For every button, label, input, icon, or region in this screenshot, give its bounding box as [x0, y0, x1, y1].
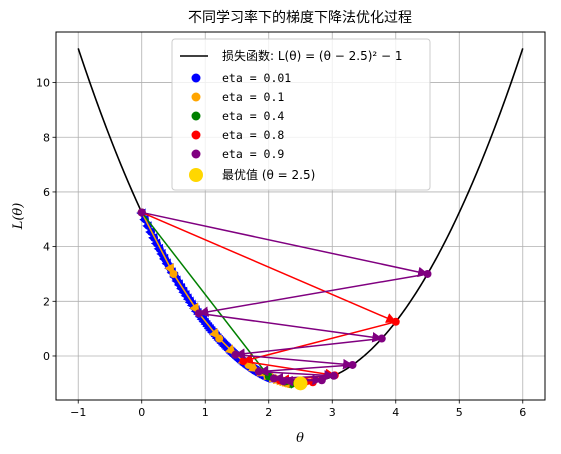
- plot-area: [77, 48, 524, 391]
- trajectory-arrow: [234, 337, 382, 359]
- trajectory-arrow: [141, 211, 270, 378]
- trajectory-point: [391, 317, 400, 326]
- series-eta-0-4: [137, 208, 305, 389]
- series-eta-0-9: [137, 208, 432, 387]
- legend-swatch: [191, 73, 201, 83]
- trajectory-point: [239, 357, 248, 366]
- trajectory-arrow: [141, 212, 175, 275]
- y-tick-label: 8: [43, 131, 50, 144]
- y-tick-label: 6: [43, 186, 50, 199]
- trajectory-arrow: [235, 353, 354, 370]
- trajectory-point: [329, 371, 338, 380]
- trajectory-point: [194, 309, 203, 318]
- y-axis-label: L(θ): [11, 203, 26, 231]
- axis-ticks: −1 0 1 2 3 4 5 6 0 2 4 6 8 10: [36, 77, 526, 419]
- legend-label: eta = 0.4: [222, 109, 284, 123]
- legend-label: eta = 0.01: [222, 71, 291, 85]
- y-tick-label: 0: [43, 350, 50, 363]
- trajectory-point: [215, 334, 224, 343]
- legend-label-loss: 损失函数: L(θ) = (θ − 2.5)² − 1: [222, 48, 403, 63]
- y-tick-label: 10: [36, 77, 50, 90]
- trajectory-point: [423, 269, 432, 278]
- legend-label: eta = 0.1: [222, 90, 284, 104]
- x-tick-label: −1: [70, 406, 86, 419]
- legend-label: eta = 0.9: [222, 147, 284, 161]
- trajectory-point: [279, 377, 288, 386]
- series-eta-0-1: [137, 208, 303, 389]
- x-tick-label: 0: [138, 406, 145, 419]
- trajectory-arrow: [257, 364, 353, 377]
- x-tick-label: 1: [202, 406, 209, 419]
- trajectory-point: [231, 350, 240, 359]
- legend-label-optimum: 最优值 (θ = 2.5): [222, 167, 315, 182]
- y-tick-label: 2: [43, 295, 50, 308]
- trajectory-point: [254, 367, 263, 376]
- optimum-marker: [293, 376, 308, 391]
- x-tick-label: 6: [519, 406, 526, 419]
- x-tick-label: 5: [456, 406, 463, 419]
- legend-swatch: [191, 130, 201, 140]
- legend-swatch-optimum: [189, 168, 203, 182]
- y-tick-label: 4: [43, 241, 50, 254]
- trajectory-point: [348, 360, 357, 369]
- trajectory-point: [169, 269, 178, 278]
- legend: 损失函数: L(θ) = (θ − 2.5)² − 1 eta = 0.01 eta…: [171, 38, 431, 191]
- trajectory-arrow: [243, 360, 336, 380]
- trajectory-arrow: [198, 312, 220, 340]
- x-tick-label: 2: [265, 406, 272, 419]
- trajectory-point: [137, 208, 146, 217]
- trajectory-arrow: [242, 321, 396, 364]
- plot-frame: [55, 31, 546, 401]
- trajectory-arrow: [198, 312, 383, 343]
- legend-swatch: [191, 111, 201, 121]
- legend-swatch: [191, 149, 201, 159]
- x-axis-label: θ: [296, 431, 304, 446]
- trajectory-arrow: [172, 273, 200, 315]
- legend-frame: [171, 38, 431, 191]
- trajectory-point: [269, 374, 278, 383]
- x-tick-label: 3: [329, 406, 336, 419]
- trajectory-point: [377, 334, 386, 343]
- chart-title: 不同学习率下的梯度下降法优化过程: [188, 9, 412, 26]
- x-tick-label: 4: [392, 406, 399, 419]
- trajectory-arrow: [141, 211, 429, 278]
- legend-swatch: [191, 92, 201, 102]
- trajectory-arrow: [197, 273, 428, 317]
- trajectory-arrow: [141, 211, 397, 323]
- legend-label: eta = 0.8: [222, 128, 284, 142]
- trajectory-point: [317, 376, 326, 385]
